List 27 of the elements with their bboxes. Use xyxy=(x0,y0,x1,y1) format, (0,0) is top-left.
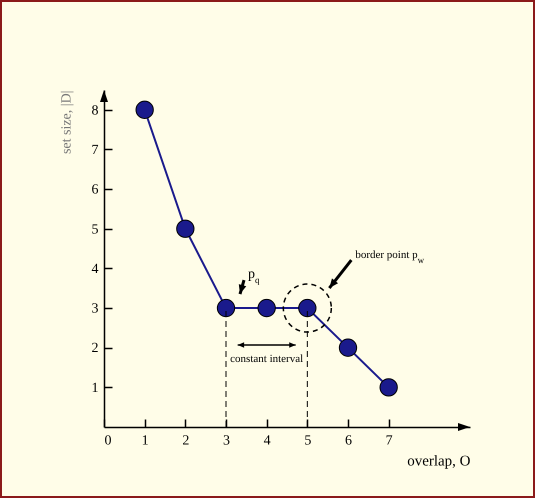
point xyxy=(136,100,154,119)
x-tick-label: 6 xyxy=(345,434,352,448)
x-tick-label: 3 xyxy=(223,434,230,448)
y-tick-label: 4 xyxy=(92,262,98,277)
point xyxy=(176,220,194,238)
point xyxy=(380,378,398,396)
y-axis-title: set size, |D| xyxy=(60,90,74,154)
annotation: border point p$_{w}$ xyxy=(355,249,425,266)
y-tick-label: 6 xyxy=(92,182,98,198)
x-tick-label: 1 xyxy=(142,434,149,448)
x-tick-label: 0 xyxy=(104,434,112,448)
x-tick-label: 2 xyxy=(182,434,190,448)
point xyxy=(216,298,236,318)
point xyxy=(338,338,358,357)
annotation: p$_{q}$ xyxy=(248,267,260,286)
y-tick-label: 3 xyxy=(92,302,98,317)
annotation: constant interval xyxy=(230,353,304,365)
x-tick-label: 7 xyxy=(386,434,393,448)
x-tick-label: 5 xyxy=(304,434,312,448)
y-tick-label: 8 xyxy=(92,103,98,118)
x-axis-title: overlap, O xyxy=(407,454,471,470)
x-tick-label: 4 xyxy=(264,434,271,448)
point xyxy=(258,298,276,318)
y-tick-label: 7 xyxy=(92,142,98,158)
y-tick-label: 2 xyxy=(92,341,98,356)
y-tick-label: 1 xyxy=(92,380,98,396)
y-tick-label: 5 xyxy=(92,222,98,238)
